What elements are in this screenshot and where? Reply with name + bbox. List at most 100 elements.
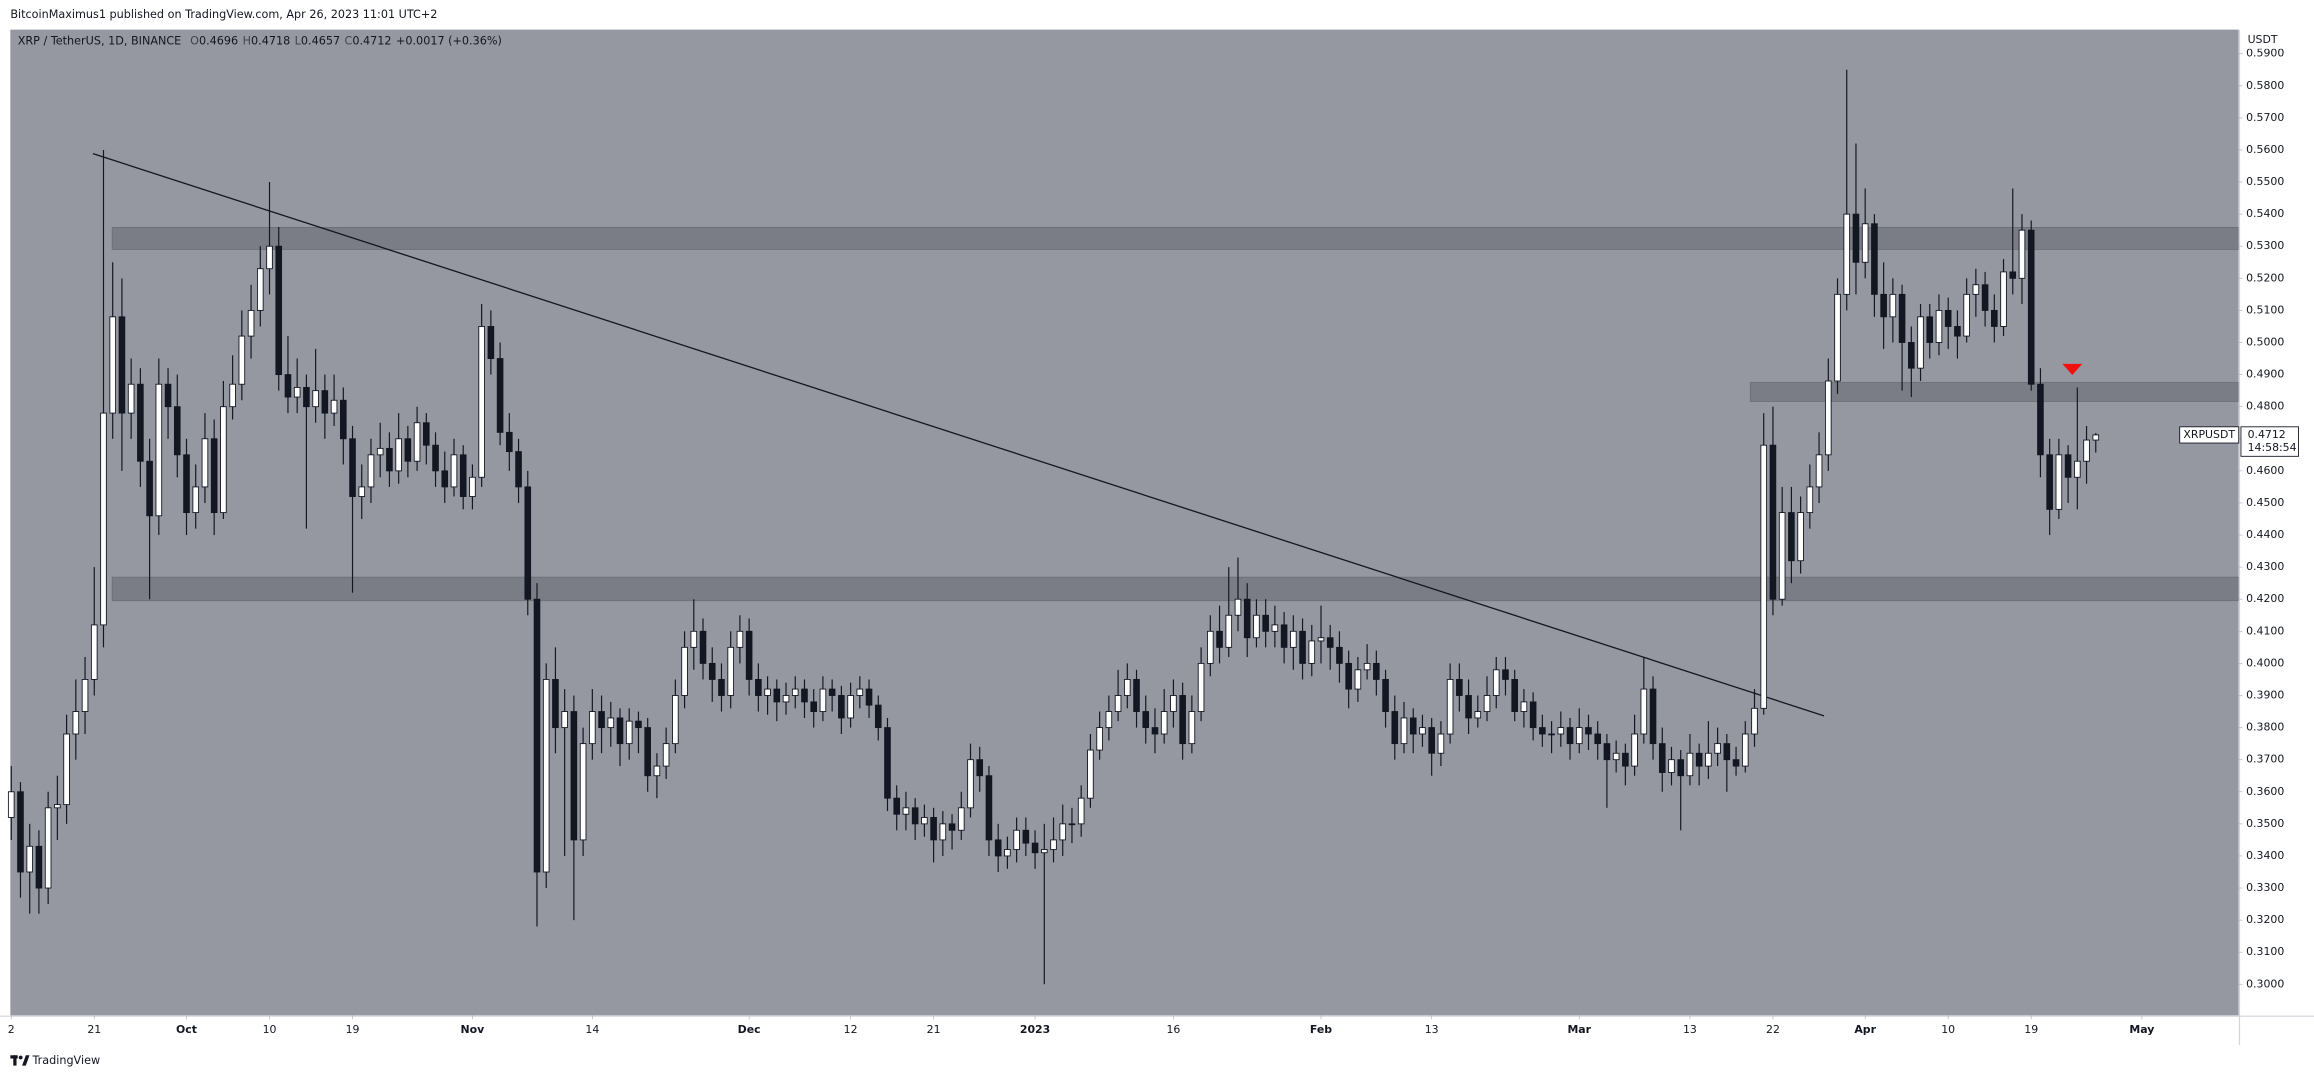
candle-body-up <box>44 807 52 889</box>
sell-marker <box>2062 363 2083 375</box>
candle-body-up <box>1824 380 1832 456</box>
candle-body-up <box>1253 614 1260 639</box>
candle-body-up <box>764 688 771 696</box>
candle-body-up <box>1889 293 1897 318</box>
candle-body-down <box>1133 679 1140 712</box>
candle-body-down <box>1649 688 1657 745</box>
legend: XRP / TetherUS, 1D, BINANCE O0.4696 H0.471… <box>18 34 502 47</box>
candle-body-down <box>930 816 937 841</box>
candle-body-up <box>1197 662 1205 712</box>
y-tick-label: 0.5600 <box>2246 143 2284 156</box>
candle-body-down <box>2037 383 2044 456</box>
candle-body-down <box>838 695 845 719</box>
y-tick-label: 0.4900 <box>2246 368 2284 381</box>
candle-body-up <box>7 791 15 818</box>
candle-body-up <box>2018 229 2026 279</box>
candle-body-up <box>220 406 227 514</box>
publish-header: BitcoinMaximus1 published on TradingView… <box>10 8 437 21</box>
candle-body-up <box>957 807 965 831</box>
y-tick-label: 0.5300 <box>2246 239 2284 252</box>
candle-body-up <box>367 454 375 488</box>
candle-body-down <box>1622 752 1629 767</box>
x-tick-label: 21 <box>927 1023 941 1036</box>
candle-body-up <box>1778 512 1786 600</box>
footer-brand: TradingView <box>31 1054 100 1067</box>
candle-body-down <box>275 245 283 376</box>
x-tick-label: Apr <box>1854 1023 1876 1036</box>
x-tick-label: 12 <box>844 1023 858 1036</box>
candle-body-up <box>1935 309 1943 343</box>
candle-body-down <box>524 486 532 600</box>
y-tick-label: 0.5800 <box>2246 79 2284 92</box>
candle-body-down <box>321 390 329 414</box>
y-tick-label: 0.5500 <box>2246 175 2284 188</box>
candle-body-up <box>1631 733 1638 767</box>
candle-body-up <box>1207 630 1214 664</box>
y-tick-label: 0.4600 <box>2246 464 2284 477</box>
candle-body-down <box>755 679 762 696</box>
candle-body-down <box>339 399 347 440</box>
candle-body-down <box>1031 842 1039 854</box>
candle-body-down <box>146 460 153 517</box>
candle-body-down <box>948 823 956 831</box>
candle-body-up <box>1797 512 1804 562</box>
candle-body-up <box>1050 839 1057 850</box>
y-tick-label: 0.5900 <box>2246 47 2284 60</box>
candle-body-up <box>791 688 799 696</box>
candle-body-up <box>1059 823 1067 841</box>
candle-body-up <box>1363 662 1371 671</box>
candle-body-up <box>1612 752 1620 761</box>
candle-body-up <box>1160 711 1168 735</box>
candle-body-down <box>1022 829 1030 844</box>
candle-body-up <box>1714 743 1721 754</box>
candle-body-down <box>2009 271 2017 279</box>
legend-value: 0.4657 <box>301 34 340 47</box>
candle-body-down <box>1345 662 1352 690</box>
candle-body-up <box>1548 733 1555 736</box>
candle-body-up <box>26 845 34 873</box>
candle-body-up <box>229 383 236 408</box>
candle-body-up <box>469 476 476 497</box>
candle-body-down <box>1991 309 1998 327</box>
candle-body-up <box>1686 752 1694 777</box>
candle-body-down <box>616 717 624 745</box>
candle-body-up <box>1446 679 1454 735</box>
y-tick-label: 0.5100 <box>2246 303 2284 316</box>
y-tick-label: 0.3200 <box>2246 913 2284 926</box>
candle-body-up <box>1843 213 1851 295</box>
currency-bg <box>2241 29 2313 49</box>
candle-body-down <box>506 431 513 453</box>
ticker-box <box>2179 426 2240 444</box>
last-price: 0.4712 <box>2248 428 2286 441</box>
candle-body-up <box>376 447 384 456</box>
candle-body-up <box>1077 797 1085 825</box>
candle-body-up <box>54 804 61 809</box>
logo-part <box>13 1055 17 1066</box>
candle-body-up <box>109 316 117 414</box>
candle-body-up <box>2074 460 2081 478</box>
y-tick-label: 0.4000 <box>2246 656 2284 669</box>
candle-body-down <box>699 630 707 664</box>
candle-body-down <box>1769 444 1777 600</box>
candle-body-down <box>386 447 393 472</box>
candle-body-down <box>35 845 43 889</box>
candle-body-down <box>515 451 522 488</box>
candle-body-up <box>72 711 80 735</box>
candle-body-down <box>1142 711 1150 729</box>
candle-body-down <box>552 679 559 729</box>
candle-body-up <box>1400 717 1408 745</box>
candle-body-down <box>644 727 651 777</box>
candle-body-up <box>1705 752 1712 767</box>
breakdown-zone <box>1749 381 2240 402</box>
candle-body-up <box>653 765 661 777</box>
x-tick-label: 16 <box>1166 1023 1180 1036</box>
candle-body-down <box>496 358 504 433</box>
candle-body-up <box>736 630 744 648</box>
legend-key: H <box>243 34 251 47</box>
candle-body-up <box>1004 849 1011 857</box>
candle-body-up <box>266 245 273 270</box>
x-tick-label: 2023 <box>1020 1023 1050 1036</box>
legend-key: O <box>190 34 199 47</box>
price-axis: 0.3000 0.3100 0.3200 0.3300 0.3400 0.3500 0.36… <box>2238 47 2284 990</box>
candle-body-down <box>533 598 541 873</box>
